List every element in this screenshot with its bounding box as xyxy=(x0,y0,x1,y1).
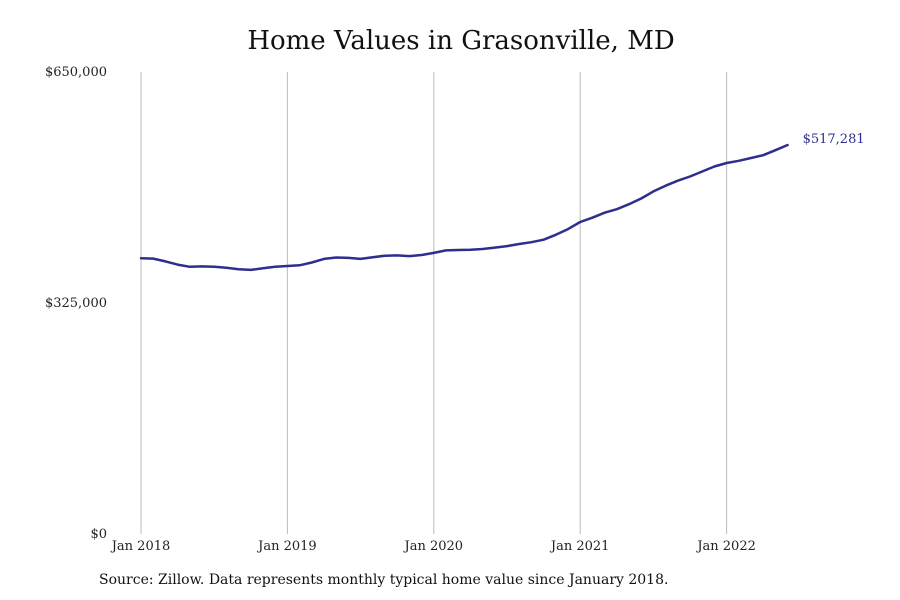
x-tick-label: Jan 2022 xyxy=(695,539,756,554)
y-tick-label: $0 xyxy=(90,527,107,542)
y-axis-tick-labels: $0 $325,000 $650,000 xyxy=(45,65,107,542)
chart-title: Home Values in Grasonville, MD xyxy=(247,26,675,56)
x-tick-label: Jan 2021 xyxy=(549,539,610,554)
x-tick-label: Jan 2020 xyxy=(403,539,464,554)
series-layer xyxy=(139,143,789,272)
source-note: Source: Zillow. Data represents monthly … xyxy=(99,572,669,588)
x-tick-label: Jan 2018 xyxy=(110,539,171,554)
end-value-label: $517,281 xyxy=(803,132,865,147)
y-tick-label: $650,000 xyxy=(45,65,107,80)
vertical-gridlines xyxy=(140,72,728,534)
x-axis-tick-labels: Jan 2018 Jan 2019 Jan 2020 Jan 2021 Jan 2022 xyxy=(110,539,756,554)
y-tick-label: $325,000 xyxy=(45,296,107,311)
x-tick-label: Jan 2019 xyxy=(256,539,317,554)
series-line-0 xyxy=(139,143,789,272)
